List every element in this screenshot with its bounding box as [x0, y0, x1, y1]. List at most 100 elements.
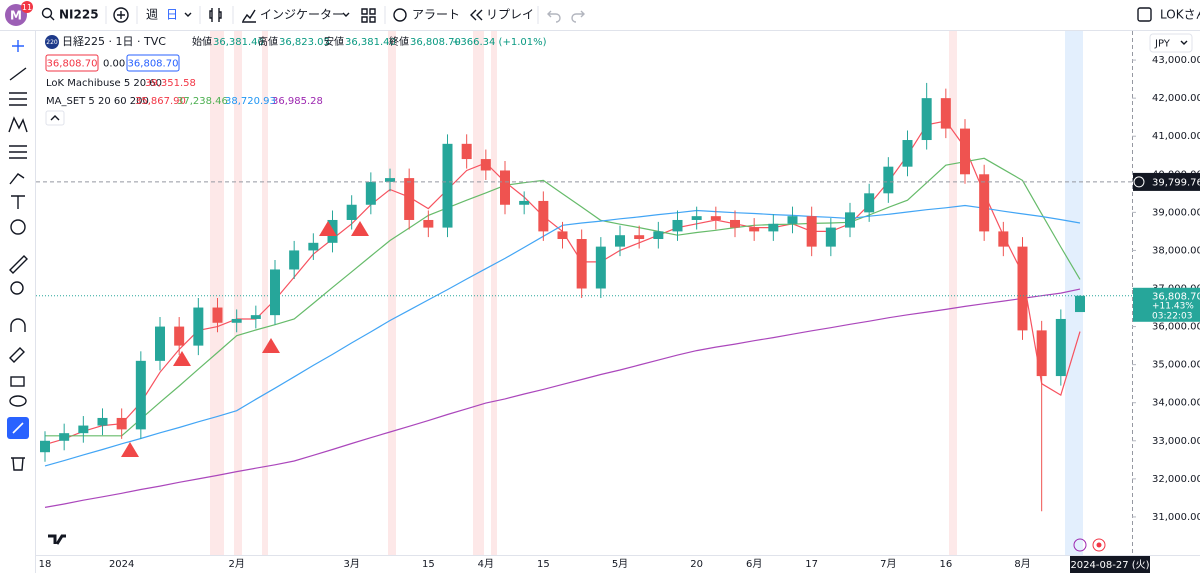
- spread: 0.00: [103, 59, 125, 70]
- measure-tool[interactable]: [9, 255, 28, 274]
- brush-tool[interactable]: [9, 173, 25, 185]
- draw-mode-tool[interactable]: [9, 347, 25, 363]
- crosshair-time-box: [1070, 556, 1150, 573]
- trendline-tool[interactable]: [9, 67, 27, 81]
- logo: [48, 534, 66, 545]
- lock-tool[interactable]: [10, 376, 25, 387]
- indicators-icon[interactable]: [242, 9, 256, 23]
- indicators-dropdown[interactable]: [342, 12, 350, 17]
- moving-average: [44, 288, 1081, 508]
- y-tick-label: 43,000.00: [1152, 55, 1200, 66]
- indicator-name[interactable]: LoK Machibuse 5 20 60: [46, 78, 162, 89]
- pattern-tool[interactable]: [8, 116, 28, 133]
- x-tick-label: 2024: [109, 559, 134, 570]
- interval-day[interactable]: 日: [166, 8, 178, 22]
- buy-price: 36,808.70: [128, 59, 179, 70]
- search-icon[interactable]: [41, 7, 53, 19]
- interval-dropdown[interactable]: [184, 12, 192, 17]
- x-tick-label: 15: [422, 559, 435, 570]
- compare-plus: [117, 11, 125, 19]
- delete-tool[interactable]: [11, 457, 25, 471]
- candle-body: [672, 219, 683, 232]
- undo-button[interactable]: [547, 10, 561, 23]
- replay-icon[interactable]: [470, 9, 483, 21]
- magnet-tool[interactable]: [10, 318, 26, 332]
- candle-body: [538, 200, 549, 232]
- icon-tool[interactable]: [10, 219, 26, 235]
- ohlc-label: 始値: [192, 35, 212, 48]
- event-icon[interactable]: [1092, 538, 1106, 552]
- layout-icon[interactable]: [361, 8, 376, 23]
- indicator-value: 39,351.58: [145, 78, 196, 89]
- candle-body: [461, 143, 472, 160]
- symbol[interactable]: NI225: [59, 8, 99, 22]
- candle-body: [385, 178, 395, 182]
- crosshair-add[interactable]: [1133, 176, 1145, 188]
- currency-button[interactable]: [1149, 33, 1193, 53]
- candle-body: [442, 143, 453, 228]
- crosshair-time: 2024-08-27 (火): [1070, 559, 1149, 571]
- event-icon[interactable]: [1073, 538, 1087, 552]
- candle-body: [691, 216, 702, 220]
- alert-icon[interactable]: [393, 8, 407, 22]
- candle-body: [615, 235, 625, 247]
- countdown: 03:22:03: [1152, 311, 1192, 321]
- candle-body: [595, 246, 606, 289]
- replay-button[interactable]: リプレイ: [486, 8, 534, 22]
- text-tool[interactable]: [11, 195, 25, 209]
- fib-tool[interactable]: [9, 92, 27, 106]
- candle-body: [998, 231, 1009, 247]
- ohlc-value: 36,808.70: [410, 37, 461, 48]
- redo-button[interactable]: [571, 10, 585, 23]
- ohlc-value: 36,823.05: [279, 37, 330, 48]
- alert-button[interactable]: アラート: [412, 8, 460, 22]
- band: [234, 31, 242, 555]
- crosshair-tool[interactable]: [12, 40, 24, 52]
- candle-body: [59, 433, 70, 441]
- x-tick-label: 8月: [1014, 558, 1030, 570]
- candle-body: [250, 315, 261, 319]
- symbol-badge-text: 220: [46, 39, 58, 46]
- compare-button[interactable]: [113, 7, 129, 23]
- candle-body: [825, 227, 836, 247]
- projection-tool[interactable]: [9, 145, 27, 159]
- candle-body: [135, 360, 146, 430]
- visibility-tool[interactable]: [9, 395, 27, 407]
- candle-body: [423, 219, 434, 228]
- indicators-button[interactable]: インジケーター: [260, 8, 344, 22]
- candle-body: [116, 417, 127, 430]
- interval-week[interactable]: 週: [146, 8, 158, 22]
- last-price: 36,808.70: [1152, 291, 1200, 302]
- candle-body: [557, 231, 568, 240]
- buy-box[interactable]: [126, 54, 180, 72]
- candle-body: [500, 170, 510, 205]
- ohlc-label: 終値: [389, 35, 409, 48]
- zoom-tool[interactable]: [10, 281, 24, 295]
- band: [388, 31, 396, 555]
- candle-body: [979, 174, 990, 232]
- y-tick-label: 31,000.00: [1152, 512, 1200, 523]
- ohlc-label: 安値: [324, 35, 344, 48]
- indicator-name[interactable]: MA_SET 5 20 60 200: [46, 96, 149, 107]
- candle-body: [480, 159, 491, 171]
- indicator-value: 38,720.93: [225, 96, 276, 107]
- candle-body: [193, 307, 204, 346]
- search-icon-handle: [49, 15, 55, 21]
- avatar[interactable]: [5, 4, 27, 26]
- candle-body: [1055, 318, 1066, 377]
- y-tick-label: 32,000.00: [1152, 474, 1200, 485]
- top-toolbar: M 11 NI225 週 日 インジケーター アラート リプレイ LOKさん: [5, 1, 1200, 26]
- user-name[interactable]: LOKさん: [1160, 8, 1200, 22]
- collapse-legend[interactable]: [45, 110, 65, 126]
- y-tick-label: 42,000.00: [1152, 93, 1200, 104]
- candle-body: [806, 216, 817, 247]
- y-tick-label: 41,000.00: [1152, 131, 1200, 142]
- signal: [173, 351, 191, 366]
- x-tick-label: 16: [939, 559, 952, 570]
- sell-box[interactable]: [45, 54, 99, 72]
- checkbox[interactable]: [1137, 7, 1152, 22]
- moving-average: [45, 157, 1081, 437]
- candle-body: [845, 212, 855, 228]
- chart-type-icon[interactable]: [209, 8, 222, 22]
